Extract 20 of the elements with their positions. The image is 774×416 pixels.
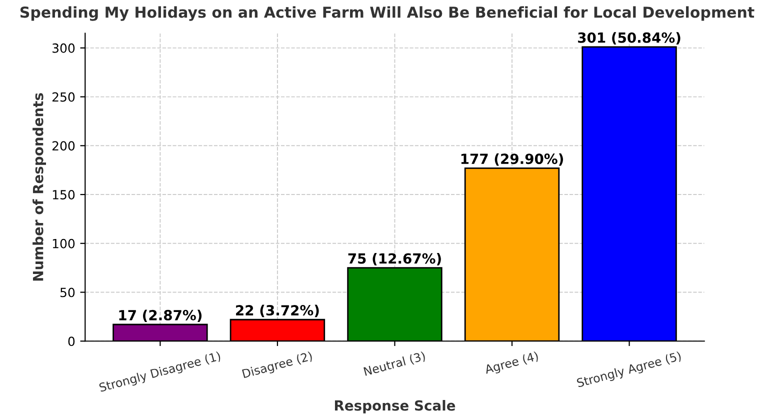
data-label: 17 (2.87%) [119,310,202,322]
y-tick-label: 200 [52,141,75,151]
data-label: 177 (29.90%) [461,153,564,166]
x-axis-title: Response Scale [334,400,456,414]
x-tick-label: Agree (4) [484,351,540,376]
data-label: 301 (50.84%) [578,32,680,45]
y-tick-label: 300 [52,43,75,53]
x-tick-label: Strongly Agree (5) [576,351,682,390]
chart-title: Spending My Holidays on an Active Farm Will Also Be Beneficial for Local Development [20,6,754,21]
y-tick-label: 50 [60,288,75,298]
y-tick-label: 250 [52,92,75,102]
x-tick-label: Neutral (3) [363,351,426,378]
y-tick-label: 0 [68,336,75,346]
y-axis-title: Number of Respondents [32,93,46,281]
x-tick-label: Strongly Disagree (1) [98,351,222,394]
y-tick-label: 100 [52,238,75,248]
x-tick-label: Disagree (2) [242,351,314,380]
data-label: 22 (3.72%) [236,304,319,318]
y-tick-label: 150 [52,190,75,200]
data-label: 75 (12.67%) [348,253,441,266]
